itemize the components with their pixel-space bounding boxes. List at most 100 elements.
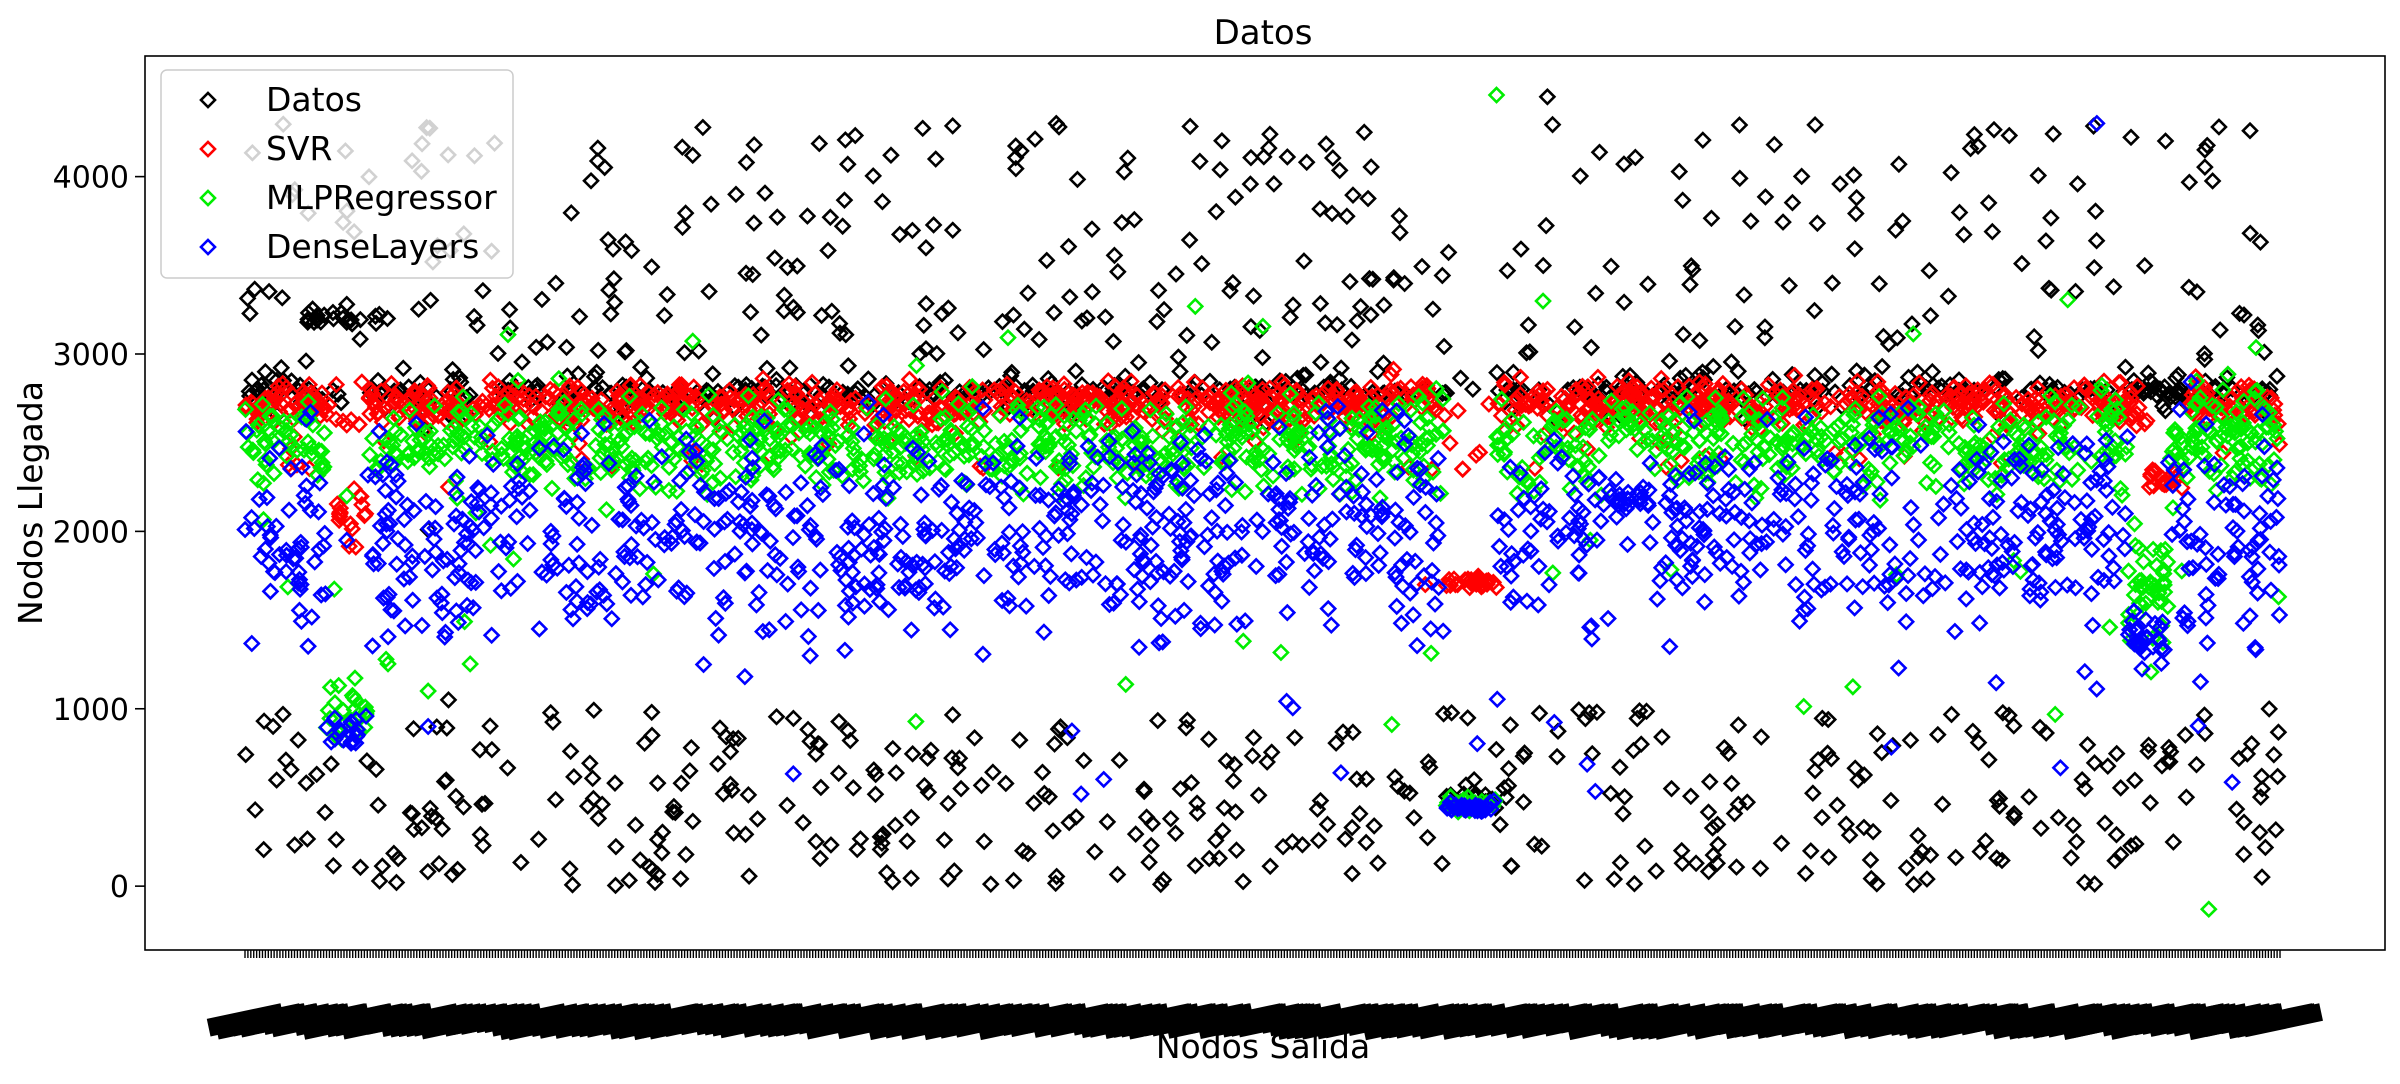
data-point [1155,300,1173,319]
data-point [1215,799,1234,817]
data-point [764,457,782,475]
data-point [2032,819,2050,838]
data-point [810,134,829,153]
data-point [1046,874,1065,893]
data-point [993,312,1012,331]
data-point [864,761,883,779]
data-point [848,379,867,398]
data-point [1646,459,1664,478]
data-point [1148,312,1166,331]
data-point [1882,791,1900,810]
data-point [1384,271,1403,289]
data-point [646,873,664,892]
data-point [2268,429,2286,448]
data-point [1254,148,1273,166]
data-point [675,343,694,362]
data-point [2014,415,2033,434]
data-point [342,311,360,329]
data-point [1621,382,1639,401]
data-point [1199,417,1218,436]
data-point [1727,858,1746,876]
data-point [2087,231,2106,250]
data-point [1013,841,1032,860]
data-point [1402,377,1420,396]
data-point [443,865,462,884]
data-point [2239,452,2257,470]
data-point [1108,865,1127,884]
data-point [1495,376,1514,395]
data-point [2196,141,2214,159]
data-point [1628,709,1647,728]
data-point [1753,449,1772,468]
data-point [2196,158,2214,176]
data-point [343,519,362,538]
data-point [1534,292,1552,310]
data-point [2223,422,2241,441]
data-point [1933,795,1952,814]
data-point [1903,315,1921,333]
data-point [484,415,503,434]
data-point [1511,368,1530,387]
data-point [1055,380,1074,399]
data-point [1537,216,1555,235]
data-point [1073,312,1091,330]
data-point [984,763,1002,782]
data-point [882,146,900,165]
data-point [1206,831,1225,850]
data-point [1206,397,1225,416]
data-point [605,293,624,312]
data-point [1553,440,1572,459]
data-point [1688,404,1707,422]
data-point [1980,750,1998,769]
data-point [318,405,336,424]
data-point [1390,207,1409,225]
data-point [541,703,560,722]
data-point [545,382,564,401]
data-point [2128,377,2147,396]
data-point [1171,385,1190,403]
data-point [1122,372,1140,391]
data-point [807,745,825,763]
data-point [421,799,440,818]
data-point [581,754,599,773]
data-point [812,306,831,325]
data-point [1990,789,2009,808]
data-point [297,352,315,370]
data-point [917,239,935,257]
data-point [368,392,387,411]
data-point [572,400,591,418]
data-point [767,707,786,726]
data-point [1868,724,1887,743]
data-point [1137,808,1156,827]
data-point [1355,123,1374,142]
data-point [1828,796,1847,815]
data-point [1464,380,1482,398]
data-point [358,752,376,770]
data-point [625,417,644,436]
data-point [754,369,772,388]
data-point [1404,460,1423,479]
data-point [2098,757,2117,775]
data-point [1441,434,1459,452]
data-point [560,860,579,878]
data-point [846,126,865,145]
data-point [1637,702,1656,721]
data-point [1419,753,1438,771]
data-point [830,712,848,731]
data-point [2257,418,2276,436]
data-point [2107,744,2126,763]
data-point [403,804,422,823]
data-point [1143,410,1161,429]
data-point [1690,431,1709,450]
data-point [516,396,535,415]
data-point [866,785,885,804]
data-point [299,304,318,322]
data-point [696,401,715,420]
data-point [1018,464,1036,483]
data-point [238,289,257,308]
data-point [2241,121,2259,140]
data-point [1501,716,1520,734]
data-point [2227,422,2245,441]
data-point [660,481,678,500]
data-point [1360,269,1379,288]
